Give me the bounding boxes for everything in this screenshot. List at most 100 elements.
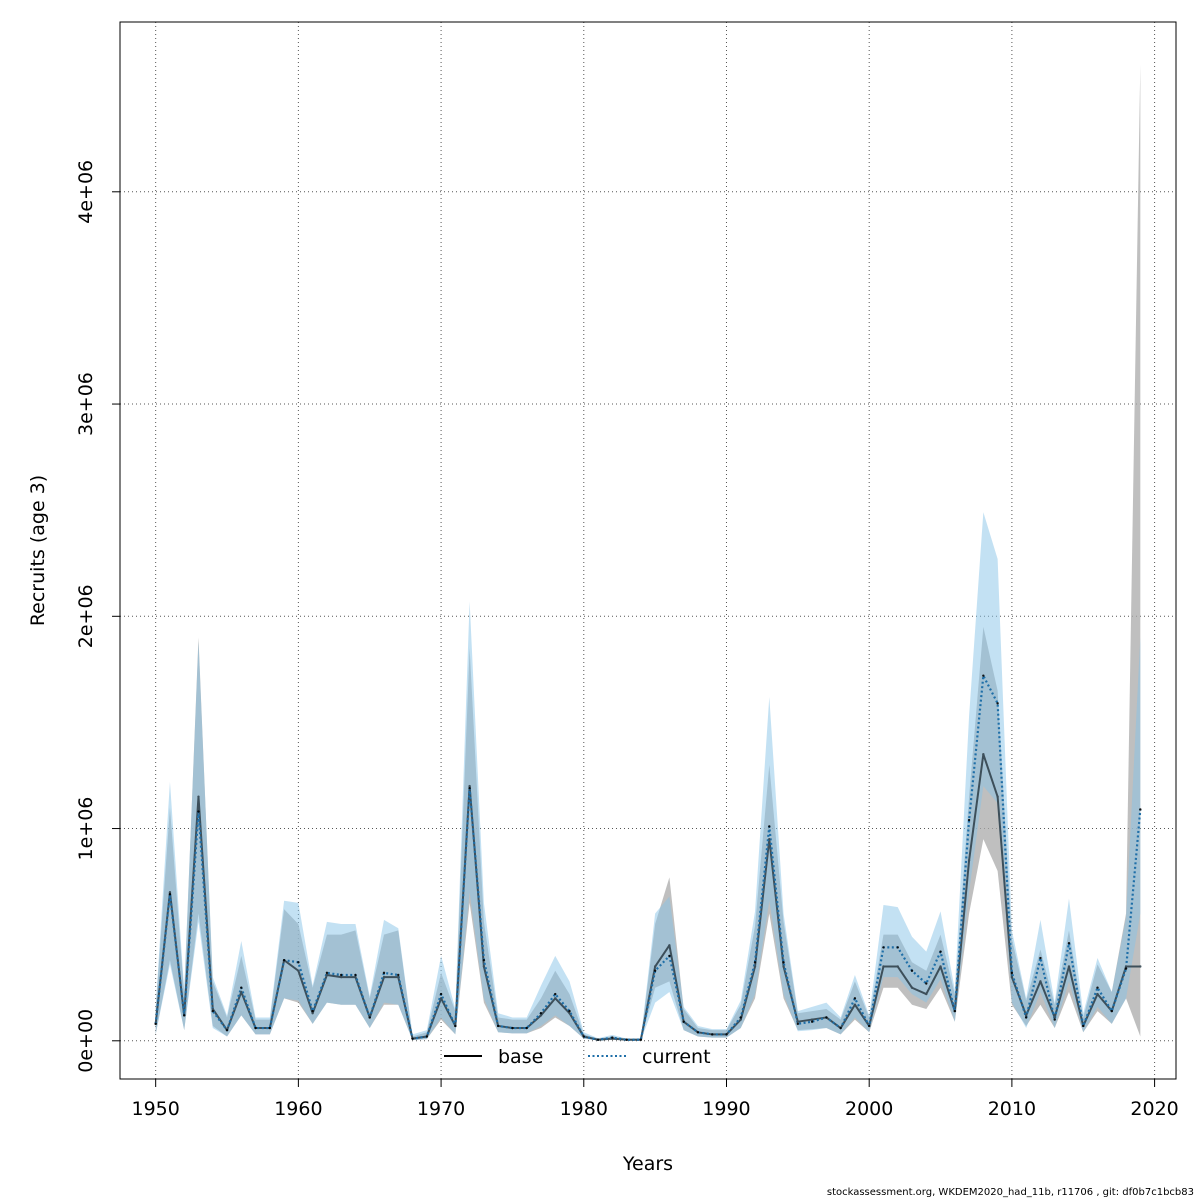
point-base [1139,965,1142,968]
x-tick-label: 2010 [988,1098,1036,1120]
point-current [368,1016,371,1019]
point-current [768,825,771,828]
point-current [1082,1024,1085,1028]
point-base [439,997,443,1000]
point-current [482,958,486,962]
series-points [154,674,1142,1041]
point-base [554,997,557,1000]
point-current [168,893,172,896]
y-tick-label: 2e+06 [75,584,97,648]
point-current [867,1024,871,1028]
y-axis-title: Recruits (age 3) [27,475,49,626]
point-current [625,1038,628,1041]
point-current [1053,1018,1056,1021]
point-base [1124,965,1128,968]
point-current [411,1037,414,1040]
point-current [882,946,885,949]
point-current [382,971,386,975]
point-current [839,1026,842,1030]
point-current [282,958,286,962]
point-current [354,973,357,977]
point-base [468,784,471,788]
x-axis-title: Years [622,1153,673,1175]
point-current [696,1031,700,1034]
confidence-bands [155,64,1141,1041]
point-base [982,753,985,756]
x-tick-label: 1980 [560,1098,608,1120]
point-base [896,965,899,968]
point-current [996,702,999,705]
point-base [1053,1016,1056,1019]
x-tick-label: 2000 [845,1098,893,1120]
point-current [525,1026,528,1030]
point-current [339,973,343,977]
legend-label-current: current [642,1046,711,1068]
point-base [996,795,999,798]
legend-label-base: base [498,1046,543,1068]
point-current [1067,941,1071,945]
point-current [439,992,443,996]
y-tick-label: 0e+00 [75,1009,97,1073]
y-tick-label: 4e+06 [75,160,97,224]
point-current [197,810,200,813]
y-tick-label: 1e+06 [75,797,97,861]
point-current [1124,967,1128,970]
point-current [297,961,300,964]
point-current [611,1036,614,1039]
point-current [967,818,971,822]
point-current [896,946,899,949]
point-base [853,1003,857,1006]
point-base [568,1012,571,1015]
point-base [297,969,300,972]
point-current [639,1038,643,1041]
x-tick-label: 1970 [417,1098,465,1120]
point-current [568,1009,571,1013]
point-base [325,973,329,977]
point-current [825,1016,828,1019]
point-current [725,1033,728,1036]
point-current [554,992,557,996]
point-current [225,1028,229,1032]
point-base [382,975,386,979]
point-current [268,1026,272,1030]
point-current [511,1026,514,1030]
point-current [782,961,785,964]
point-current [496,1024,500,1028]
point-current [397,973,400,977]
point-base [739,1018,742,1021]
point-base [339,975,343,979]
point-base [1067,965,1071,968]
point-current [668,954,671,958]
grid [120,22,1176,1079]
point-current [211,1009,214,1013]
point-base [653,965,657,968]
point-base [910,986,914,989]
point-base [482,965,486,968]
band-current [155,512,1141,1041]
point-current [953,1009,957,1013]
point-base [397,975,400,979]
point-base [197,795,200,798]
point-current [739,1016,742,1019]
axes: 1950 1960 1970 1980 1990 2000 2010 2020 0e+00 1e+… [75,160,1179,1120]
point-base [967,859,971,862]
x-tick-label: 1960 [274,1098,322,1120]
point-base [211,1007,214,1011]
plot-frame [119,21,1177,1080]
point-current [711,1033,714,1036]
point-base [939,965,942,968]
point-current [1010,971,1014,975]
point-base [1096,992,1099,996]
point-current [1139,808,1142,811]
point-current [254,1026,257,1030]
point-current [311,1009,314,1013]
point-current [582,1035,585,1038]
point-base [168,891,172,894]
point-current [810,1020,814,1023]
point-current [939,950,942,953]
point-current [468,787,471,790]
point-current [1039,956,1042,960]
point-base [668,944,671,947]
point-current [325,971,329,975]
